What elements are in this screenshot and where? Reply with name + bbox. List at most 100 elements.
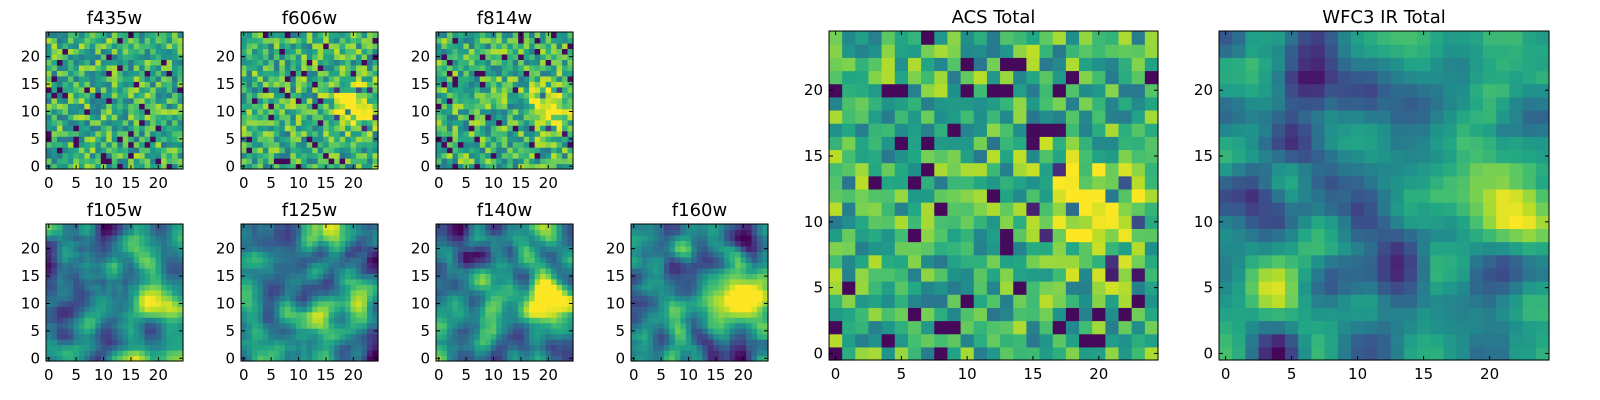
heatmap-cell [658,273,665,280]
heatmap-cell [441,114,448,121]
heatmap-cell [696,256,703,263]
heatmap-cell [556,97,563,104]
heatmap-cell [106,245,113,252]
heatmap-cell [306,350,313,357]
heatmap-cell [328,59,335,66]
heatmap-cell [545,97,552,104]
heatmap-cell [328,81,335,88]
heatmap-cell [100,300,107,307]
heatmap-cell [339,267,346,274]
heatmap-cell [868,294,883,308]
heatmap-cell [290,158,297,165]
heatmap-cell [328,92,335,99]
heatmap-cell [128,333,135,340]
heatmap-cell [290,273,297,280]
heatmap-cell [507,32,514,39]
heatmap-cell [122,339,129,346]
heatmap-cell [155,75,162,82]
heatmap-cell [463,322,470,329]
heatmap-cell [122,97,129,104]
heatmap-cell [669,300,676,307]
heatmap-cell [172,130,179,137]
heatmap-cell [356,163,363,170]
heatmap-cell [551,311,558,318]
heatmap-cell [334,306,341,313]
heatmap-cell [1065,333,1080,348]
heatmap-cell [729,300,736,307]
heatmap-cell [350,278,357,285]
heatmap-cell [111,119,118,126]
heatmap-cell [556,224,563,231]
heatmap-cell [372,317,379,324]
heatmap-cell [735,295,742,302]
heatmap-cell [73,119,80,126]
x-tick-label: 15 [121,174,140,192]
heatmap-cell [317,114,324,121]
heatmap-cell [117,75,124,82]
heatmap-cell [334,262,341,269]
heatmap-cell [100,311,107,318]
heatmap-cell [490,147,497,154]
heatmap-cell [652,229,659,236]
heatmap-cell [446,163,454,170]
heatmap-cell [177,92,184,99]
heatmap-cell [56,147,64,154]
heatmap-cell [312,97,319,104]
heatmap-cell [144,278,151,285]
heatmap-cell [452,108,459,115]
heatmap-cell [1065,228,1080,243]
heatmap-cell [273,333,280,340]
heatmap-cell [51,119,58,126]
heatmap-cell [567,158,574,165]
heatmap-cell [842,267,856,282]
heatmap-cell [67,53,74,60]
heatmap-cell [868,215,883,229]
heatmap-cell [496,97,503,104]
heatmap-cell [161,70,168,77]
heatmap-cell [251,152,259,159]
heatmap-cell [1013,254,1027,269]
heatmap-cell [729,240,736,247]
heatmap-cell [507,147,514,154]
heatmap-cell [111,355,118,362]
heatmap-cell [512,152,519,159]
heatmap-cell [117,224,124,231]
heatmap-cell [446,81,454,88]
heatmap-cell [89,32,96,39]
heatmap-cell [556,136,563,143]
heatmap-cell [301,317,308,324]
heatmap-cell [317,53,324,60]
heatmap-cell [51,300,58,307]
y-tick-label: 10 [216,294,235,312]
heatmap-cell [881,188,896,203]
heatmap-cell [95,224,102,231]
heatmap-cell [718,245,725,252]
heatmap-cell [279,273,286,280]
heatmap-cell [150,130,157,137]
heatmap-cell [512,64,519,71]
heatmap-cell [894,188,909,203]
heatmap-cell [100,86,107,93]
heatmap-cell [441,48,448,55]
heatmap-cell [84,92,91,99]
heatmap-cell [328,256,335,263]
heatmap-cell [56,152,64,159]
heatmap-cell [279,339,286,346]
heatmap-cell [356,81,363,88]
heatmap-cell [496,289,503,296]
heatmap-cell [367,158,374,165]
heatmap-cell [463,317,470,324]
heatmap-cell [501,152,508,159]
heatmap-cell [111,75,118,82]
heatmap-cell [457,322,464,329]
heatmap-cell [647,289,654,296]
heatmap-cell [512,125,519,132]
heatmap-cell [246,92,253,99]
heatmap-cell [100,141,107,148]
heatmap-cell [567,284,574,291]
heatmap-cell [751,251,758,258]
heatmap-cell [46,256,53,263]
heatmap-cell [144,317,151,324]
heatmap-cell [312,262,319,269]
heatmap-cell [894,241,909,256]
